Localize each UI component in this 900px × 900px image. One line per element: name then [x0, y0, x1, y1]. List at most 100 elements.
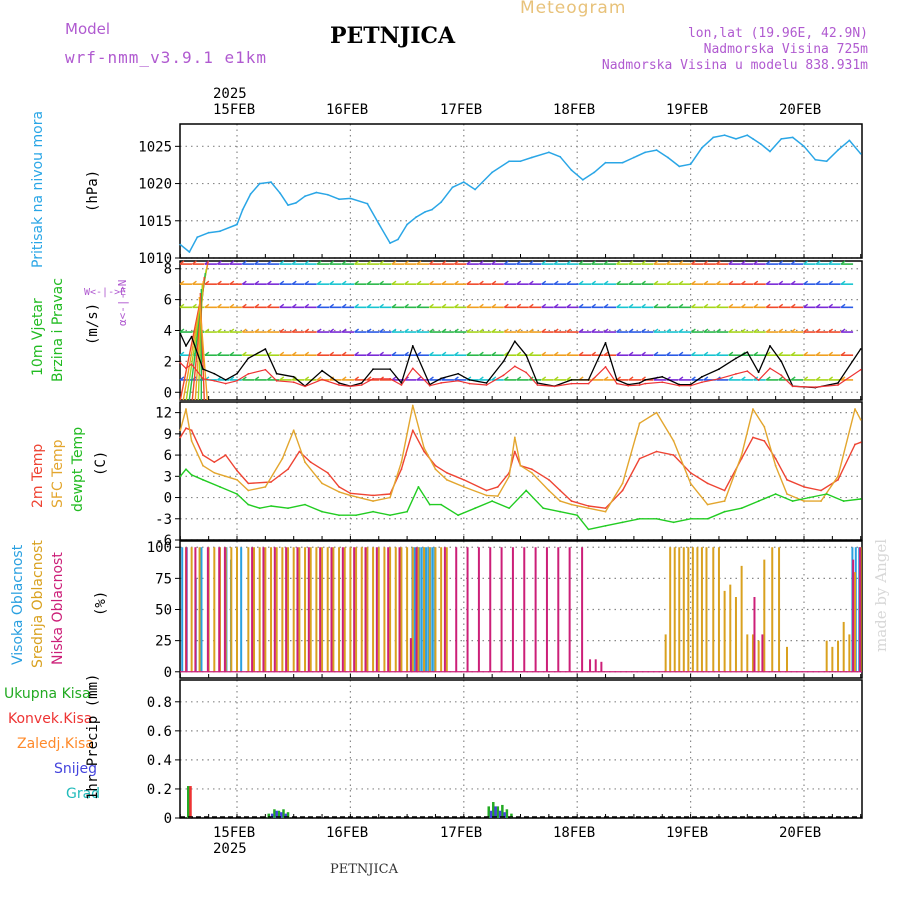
wind-arrow-head: [466, 260, 472, 265]
wind-arrow-head: [840, 260, 846, 265]
tsfc-line-point: [434, 468, 437, 471]
top-date-3: 17FEB: [440, 102, 482, 118]
wind-arrow-head: [516, 376, 522, 381]
wind-arrow-head: [678, 376, 684, 381]
dewpt-line-point: [825, 493, 828, 495]
wind-arrow-head: [528, 351, 534, 356]
tsfc-line-point: [519, 464, 522, 467]
wind-arrow-head: [379, 303, 384, 308]
wind-arrow-head: [441, 260, 447, 265]
wind-arrow-head: [341, 351, 347, 356]
pressure-line-point: [397, 238, 399, 241]
wind-arrow-head: [715, 260, 721, 265]
wind-arrow-head: [429, 351, 434, 356]
wind-arrow-head: [291, 303, 297, 308]
wind-speed-line-point: [525, 354, 528, 357]
panel-frame: [179, 679, 863, 819]
wind-arrow-head: [628, 260, 634, 265]
y-tick-label: 100: [147, 540, 172, 556]
wind-arrow-head: [316, 328, 322, 333]
t2m-line-point: [247, 482, 250, 485]
t2m-line-point: [638, 457, 641, 460]
wind-arrow-head: [379, 351, 384, 356]
wind-arrow-head: [503, 303, 509, 308]
wind-arrow-head: [728, 328, 734, 333]
wind-arrow-head: [254, 280, 260, 285]
wind-gust-line-point: [570, 382, 573, 385]
wind-speed-line-point: [190, 335, 193, 338]
wind-arrow-head: [341, 328, 347, 333]
tsfc-line-point: [411, 404, 414, 407]
wind-arrow-head: [828, 376, 834, 381]
t2m-line-point: [859, 441, 862, 444]
t2m-line-point: [689, 471, 692, 474]
tsfc-line-point: [372, 500, 374, 502]
wind-arrow-head: [354, 303, 360, 308]
wind-arrow-head: [803, 376, 809, 381]
wind-arrow-head: [179, 376, 185, 381]
wind-arrow-head: [391, 260, 397, 265]
wind-gust-line-point: [457, 379, 460, 382]
tsfc-line-point: [854, 408, 856, 410]
y-tick-label: 0.2: [147, 782, 172, 798]
wind-arrow-head: [391, 351, 397, 356]
dewpt-line-point: [587, 528, 590, 531]
wind-arrow-head: [578, 260, 584, 265]
pressure-line-point: [837, 149, 839, 151]
y-tick-label: 0: [164, 811, 172, 827]
pressure-line-point: [655, 149, 658, 151]
dewpt-line-point: [474, 507, 477, 510]
wind-arrow-head: [553, 260, 559, 265]
t2m-line-point: [270, 481, 272, 483]
wind-arrow-head: [553, 280, 559, 285]
wind-arrow-head: [641, 328, 646, 333]
wind-arrow-head: [553, 376, 559, 381]
tsfc-line-point: [774, 464, 777, 467]
wind-arrow-head: [254, 328, 260, 333]
wind-speed-line-point: [236, 372, 238, 375]
wind-arrow-head: [466, 351, 472, 356]
wind-speed-line-point: [292, 375, 295, 378]
wind-arrow-head: [241, 328, 247, 333]
wind-arrow-head: [765, 260, 771, 265]
dewpt-line-point: [185, 468, 187, 471]
y-tick-label: 1015: [138, 214, 172, 230]
pressure-line-point: [814, 158, 817, 161]
wind-arrow-head: [179, 328, 185, 333]
wind-speed-line-point: [701, 375, 703, 378]
wind-arrow-head: [765, 376, 771, 381]
wind-arrow-head: [541, 260, 547, 265]
wind-arrow-head: [765, 328, 771, 333]
wind-arrow-head: [179, 280, 185, 285]
wind-arrow-head: [192, 280, 197, 285]
wind-arrow-head: [429, 260, 434, 265]
tsfc-line-point: [202, 464, 204, 467]
wind-gust-line-point: [321, 378, 323, 381]
tsfc-line-point: [621, 482, 624, 485]
wind-arrow-head: [429, 280, 434, 285]
wind-arrow-head: [404, 351, 409, 356]
pressure-line-point: [760, 143, 762, 146]
y-tick-label: 1010: [138, 251, 172, 267]
pressure-line-point: [803, 145, 805, 148]
wind-arrow-head: [840, 328, 846, 333]
top-date-5: 19FEB: [666, 102, 708, 118]
wind-arrow-head: [690, 260, 696, 265]
dewpt-line-point: [417, 486, 420, 488]
wind-arrow-head: [404, 328, 409, 333]
t2m-line-point: [854, 443, 856, 446]
dewpt-line-point: [757, 500, 760, 502]
wind-gust-line-point: [689, 384, 692, 387]
t2m-line-point: [774, 457, 777, 460]
wind-arrow-head: [354, 280, 360, 285]
pressure-line-point: [366, 202, 369, 205]
wind-arrow-head: [678, 303, 684, 308]
dewpt-line-point: [372, 510, 374, 513]
wind-arrow-head: [229, 328, 235, 333]
tsfc-line-point: [213, 471, 216, 474]
wind-arrow-head: [778, 351, 784, 356]
tsfc-line-point: [604, 510, 607, 513]
wind-arrow-head: [416, 351, 422, 356]
wind-arrow-head: [254, 376, 260, 381]
dewpt-line-point: [270, 505, 272, 507]
